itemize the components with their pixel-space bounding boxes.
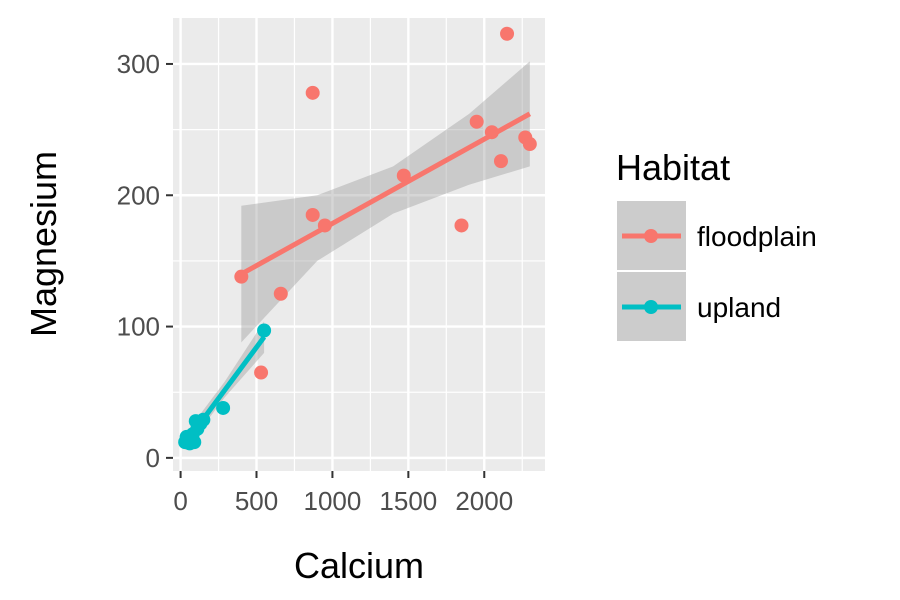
grid-major (173, 18, 545, 471)
x-tick-label: 0 (173, 486, 187, 516)
axis-ticks (166, 62, 486, 478)
point-floodplain (396, 168, 411, 183)
point-floodplain (234, 269, 249, 284)
x-axis-title: Calcium (294, 545, 424, 586)
y-axis-title: Magnesium (23, 151, 64, 337)
y-tick-label: 300 (117, 49, 160, 79)
legend-point-floodplain (644, 229, 658, 243)
x-tick-label: 500 (235, 486, 278, 516)
point-floodplain (522, 137, 537, 152)
point-upland (216, 400, 231, 415)
point-floodplain (500, 26, 515, 41)
legend-label-floodplain: floodplain (697, 221, 817, 252)
y-tick-label: 0 (146, 443, 160, 473)
legend: Habitat floodplain upland (615, 147, 817, 343)
fit-line-floodplain (240, 111, 532, 277)
ci-band-floodplain (241, 61, 530, 343)
legend-title: Habitat (616, 147, 730, 188)
y-tick-label: 100 (117, 312, 160, 342)
data-points (178, 26, 537, 451)
point-floodplain (454, 218, 469, 233)
legend-label-upland: upland (697, 292, 781, 323)
x-tick-label: 1500 (379, 486, 437, 516)
point-upland (187, 435, 202, 450)
point-floodplain (273, 286, 288, 301)
point-upland (196, 412, 211, 427)
point-upland (257, 323, 272, 338)
point-floodplain (254, 365, 269, 380)
point-floodplain (305, 207, 320, 222)
legend-point-upland (644, 300, 658, 314)
point-floodplain (317, 218, 332, 233)
tick-labels: 0 500 1000 1500 2000 0 100 200 300 (117, 49, 514, 516)
point-floodplain (484, 125, 499, 140)
x-tick-label: 1000 (304, 486, 362, 516)
x-tick-label: 2000 (455, 486, 513, 516)
panel-background (173, 18, 545, 471)
grid-minor (173, 18, 545, 471)
y-tick-label: 200 (117, 180, 160, 210)
point-floodplain (469, 114, 484, 129)
point-floodplain (493, 154, 508, 169)
point-floodplain (305, 85, 320, 100)
